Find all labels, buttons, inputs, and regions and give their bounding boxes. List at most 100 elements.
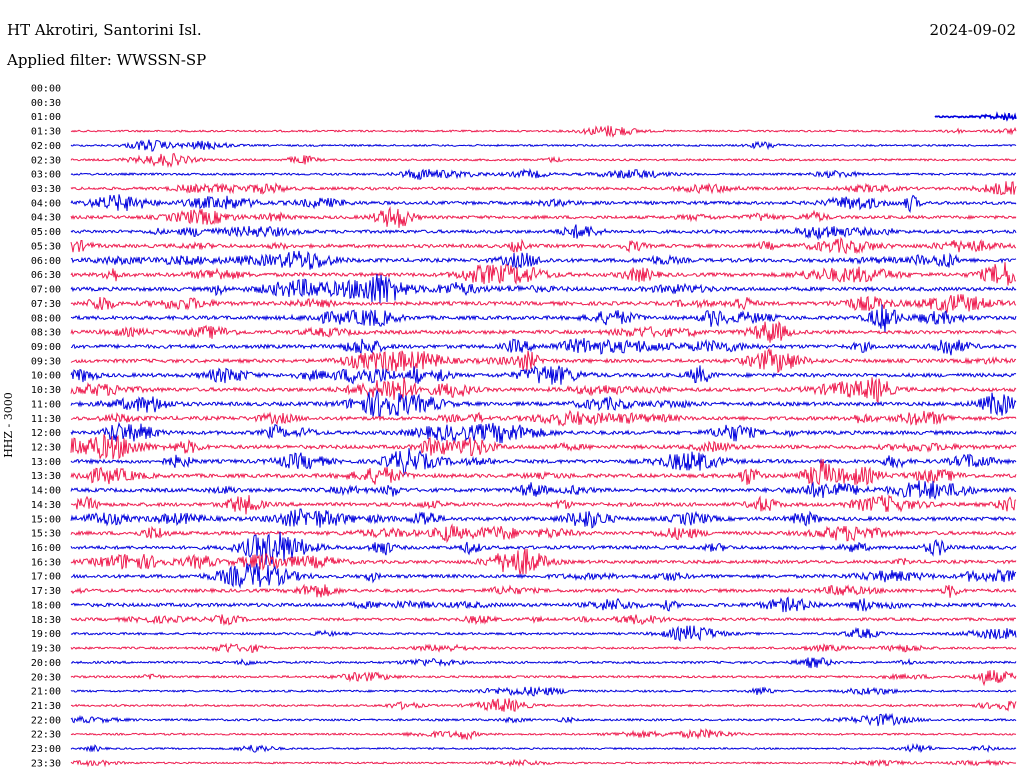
time-label: 15:00 bbox=[31, 514, 61, 525]
trace-row bbox=[70, 670, 1017, 687]
filter-label: Applied filter: WWSSN-SP bbox=[7, 51, 207, 69]
trace-row bbox=[70, 250, 1017, 270]
time-label: 02:00 bbox=[31, 141, 61, 152]
time-label: 11:30 bbox=[31, 414, 61, 425]
trace-row bbox=[70, 657, 1017, 669]
trace-row bbox=[70, 642, 1017, 653]
time-label: 22:30 bbox=[31, 730, 61, 741]
time-label: 23:30 bbox=[31, 758, 61, 769]
trace-row bbox=[70, 583, 1017, 598]
trace-row bbox=[70, 596, 1017, 613]
trace-row bbox=[70, 758, 1017, 768]
time-label: 08:00 bbox=[31, 313, 61, 324]
trace-row bbox=[70, 320, 1017, 343]
trace-row bbox=[70, 388, 1017, 418]
time-label: 03:00 bbox=[31, 170, 61, 181]
date-label: 2024-09-02 bbox=[929, 21, 1016, 39]
time-label: 10:00 bbox=[31, 371, 61, 382]
seismic-traces bbox=[70, 111, 1017, 768]
trace-row bbox=[70, 347, 1017, 374]
time-label: 16:30 bbox=[31, 557, 61, 568]
time-label: 14:30 bbox=[31, 500, 61, 511]
trace-row bbox=[70, 531, 1017, 565]
time-label: 09:00 bbox=[31, 342, 61, 353]
trace-row bbox=[70, 563, 1017, 589]
trace-row bbox=[70, 152, 1017, 168]
trace-row bbox=[70, 448, 1017, 476]
time-label: 06:30 bbox=[31, 270, 61, 281]
station-title: HT Akrotiri, Santorini Isl. bbox=[7, 21, 202, 39]
trace-row bbox=[70, 712, 1017, 727]
time-label: 21:30 bbox=[31, 701, 61, 712]
time-label: 21:00 bbox=[31, 687, 61, 698]
time-label: 18:00 bbox=[31, 600, 61, 611]
trace-row bbox=[70, 421, 1017, 444]
time-label: 09:30 bbox=[31, 356, 61, 367]
time-label: 16:00 bbox=[31, 543, 61, 554]
trace-row bbox=[70, 614, 1017, 627]
trace-row bbox=[70, 365, 1017, 385]
time-label: 08:30 bbox=[31, 328, 61, 339]
trace-row bbox=[70, 409, 1017, 427]
time-label: 11:00 bbox=[31, 399, 61, 410]
time-label: 01:00 bbox=[31, 112, 61, 123]
trace-row bbox=[70, 480, 1017, 501]
time-label: 04:00 bbox=[31, 198, 61, 209]
trace-row bbox=[934, 111, 1017, 122]
trace-row bbox=[70, 494, 1017, 515]
time-label: 07:00 bbox=[31, 285, 61, 296]
trace-row bbox=[70, 236, 1017, 255]
trace-row bbox=[70, 139, 1017, 152]
trace-row bbox=[70, 377, 1017, 404]
time-label: 00:30 bbox=[31, 98, 61, 109]
time-label: 12:00 bbox=[31, 428, 61, 439]
time-label: 04:30 bbox=[31, 213, 61, 224]
time-label: 22:00 bbox=[31, 715, 61, 726]
trace-row bbox=[70, 224, 1017, 241]
time-label: 19:30 bbox=[31, 644, 61, 655]
trace-row bbox=[70, 304, 1017, 333]
time-label: 07:30 bbox=[31, 299, 61, 310]
time-label: 13:30 bbox=[31, 471, 61, 482]
time-tick-labels: 00:00 00:30 01:00 01:30 02:00 02:30 03:00 03:30… bbox=[31, 84, 61, 770]
time-label: 13:00 bbox=[31, 457, 61, 468]
time-label: 19:00 bbox=[31, 629, 61, 640]
time-label: 12:30 bbox=[31, 443, 61, 454]
time-label: 17:00 bbox=[31, 572, 61, 583]
trace-row bbox=[70, 294, 1017, 313]
trace-row bbox=[70, 181, 1017, 196]
time-label: 00:00 bbox=[31, 84, 61, 95]
time-label: 17:30 bbox=[31, 586, 61, 597]
time-label: 18:30 bbox=[31, 615, 61, 626]
time-label: 20:00 bbox=[31, 658, 61, 669]
time-label: 15:30 bbox=[31, 529, 61, 540]
trace-row bbox=[70, 262, 1017, 286]
time-label: 14:00 bbox=[31, 486, 61, 497]
trace-row bbox=[70, 337, 1017, 356]
trace-row bbox=[70, 273, 1017, 304]
trace-row bbox=[70, 508, 1017, 529]
time-label: 05:30 bbox=[31, 241, 61, 252]
time-label: 02:30 bbox=[31, 155, 61, 166]
trace-row bbox=[70, 523, 1017, 544]
time-label: 01:30 bbox=[31, 127, 61, 138]
trace-row bbox=[70, 434, 1017, 460]
trace-row bbox=[70, 458, 1017, 486]
trace-row bbox=[70, 742, 1017, 753]
trace-row bbox=[70, 125, 1017, 138]
time-label: 06:00 bbox=[31, 256, 61, 267]
time-label: 10:30 bbox=[31, 385, 61, 396]
trace-row bbox=[70, 686, 1017, 697]
time-label: 23:00 bbox=[31, 744, 61, 755]
trace-row bbox=[70, 698, 1017, 712]
time-label: 20:30 bbox=[31, 672, 61, 683]
time-label: 05:00 bbox=[31, 227, 61, 238]
trace-row bbox=[70, 728, 1017, 741]
trace-row bbox=[70, 206, 1017, 228]
trace-row bbox=[70, 548, 1017, 575]
time-label: 03:30 bbox=[31, 184, 61, 195]
trace-row bbox=[70, 625, 1017, 642]
trace-row bbox=[70, 167, 1017, 181]
trace-row bbox=[70, 194, 1017, 213]
